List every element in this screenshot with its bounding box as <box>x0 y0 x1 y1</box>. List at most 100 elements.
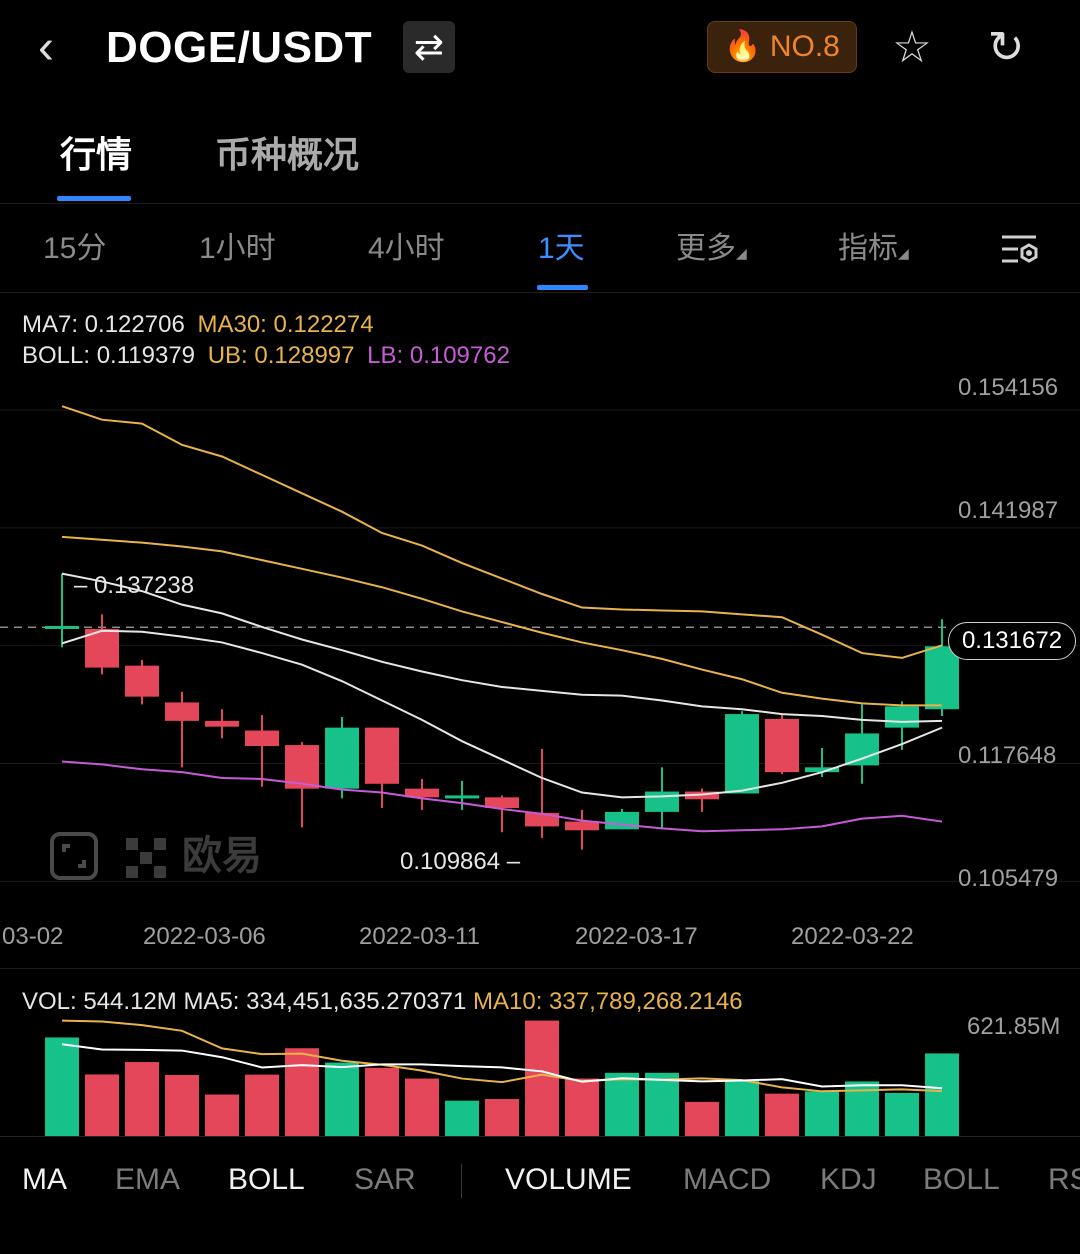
interval-15m[interactable]: 15分 <box>43 232 107 265</box>
pair-title[interactable]: DOGE/USDT <box>106 23 373 72</box>
tab-coin-overview[interactable]: 币种概况 <box>215 134 360 175</box>
volume-bar <box>365 1067 399 1136</box>
indicator-sar[interactable]: SAR <box>354 1163 416 1196</box>
price-chart[interactable] <box>0 380 1080 900</box>
expand-icon[interactable] <box>50 832 98 880</box>
volume-ma-line-vol_ma10 <box>61 1019 943 1093</box>
price-axis-label: 0.117648 <box>958 742 1057 769</box>
candle-body <box>285 745 319 789</box>
divider <box>0 1136 1080 1137</box>
indicator-kdj[interactable]: KDJ <box>820 1163 877 1196</box>
boll-legend: BOLL: 0.119379 UB: 0.128997 LB: 0.109762 <box>22 341 510 371</box>
candle-body <box>845 733 879 766</box>
divider <box>0 203 1080 204</box>
volume-bar <box>405 1078 439 1136</box>
rank-badge[interactable]: 🔥 NO.8 <box>707 21 857 73</box>
date-axis-label: 2022-03-11 <box>359 923 480 950</box>
date-axis-label: 2022-03-17 <box>575 923 698 950</box>
indicator-boll-sub[interactable]: BOLL <box>923 1163 1000 1196</box>
interval-more-label: 更多 <box>676 232 736 265</box>
interval-1d[interactable]: 1天 <box>538 232 585 265</box>
volume-bar <box>565 1078 599 1136</box>
candle-body <box>885 706 919 728</box>
volume-bar <box>925 1053 959 1136</box>
candle-body <box>645 791 679 812</box>
volume-chart[interactable] <box>0 1010 1080 1136</box>
volume-ma-line-vol_ma5 <box>61 1043 943 1090</box>
volume-bar <box>685 1101 719 1136</box>
ma30-value: MA30: 0.122274 <box>197 311 374 338</box>
ma-legend: MA7: 0.122706 MA30: 0.122274 <box>22 310 374 340</box>
divider <box>0 292 1080 293</box>
candle-body <box>725 714 759 794</box>
indicator-line-ma_yellow_2 <box>61 535 942 707</box>
price-axis-label: 0.154156 <box>958 374 1059 401</box>
indicator-ema[interactable]: EMA <box>115 1163 181 1196</box>
candle-body <box>925 646 959 710</box>
chevron-left-icon[interactable]: ‹ <box>38 21 54 74</box>
current-price-tag: 0.131672 <box>948 622 1076 660</box>
candle-body <box>565 821 599 831</box>
indicator-line-ma30_ub <box>61 405 943 659</box>
candle-body <box>325 727 359 789</box>
rank-label: NO.8 <box>769 30 840 63</box>
indicator-separator <box>461 1164 462 1198</box>
tab-market[interactable]: 行情 <box>60 134 133 175</box>
volume-ma10-value: MA10: 337,789,268.2146 <box>473 988 743 1015</box>
volume-bar <box>45 1037 79 1136</box>
candle-body <box>485 797 519 809</box>
volume-bar <box>645 1072 679 1136</box>
volume-bar <box>605 1072 639 1136</box>
candle-body <box>765 718 799 773</box>
low-price-value: 0.109864 <box>400 848 501 875</box>
date-axis-label: 2022-03-22 <box>791 923 914 950</box>
volume-bar <box>765 1093 799 1136</box>
indicator-boll-main[interactable]: BOLL <box>228 1163 305 1196</box>
volume-bar <box>285 1048 319 1136</box>
interval-1h[interactable]: 1小时 <box>199 232 276 265</box>
indicator-line-boll_lb <box>61 760 943 833</box>
marker-dash: – <box>74 572 95 599</box>
candle-body <box>205 720 239 727</box>
okx-logo-icon <box>126 838 166 878</box>
indicator-line-ma7_white <box>61 572 943 723</box>
volume-bar <box>805 1091 839 1136</box>
date-axis-label: 2022-03-06 <box>143 923 266 950</box>
indicator-volume[interactable]: VOLUME <box>505 1163 632 1196</box>
interval-4h[interactable]: 4小时 <box>368 232 445 265</box>
swap-arrows-icon[interactable]: ⇄ <box>403 21 455 73</box>
chart-settings-icon[interactable] <box>1000 232 1040 268</box>
boll-value: BOLL: 0.119379 <box>22 342 196 369</box>
candle-body <box>165 702 199 721</box>
volume-bar <box>245 1074 279 1136</box>
date-axis-label: 03-02 <box>2 923 64 950</box>
candle-body <box>605 811 639 830</box>
price-axis-label: 0.141987 <box>958 497 1059 524</box>
volume-bar <box>205 1094 239 1136</box>
low-price-marker: 0.109864 – <box>400 847 520 877</box>
indicator-ma[interactable]: MA <box>22 1163 67 1196</box>
candle-body <box>445 795 479 799</box>
boll-lb-value: LB: 0.109762 <box>367 342 510 369</box>
indicator-macd[interactable]: MACD <box>683 1163 772 1196</box>
high-price-value: 0.137238 <box>94 572 195 599</box>
candle-body <box>245 730 279 747</box>
volume-bar <box>725 1079 759 1136</box>
indicator-rsi[interactable]: RS <box>1048 1163 1080 1196</box>
caret-icon: ◢ <box>898 245 909 261</box>
volume-bar <box>485 1099 519 1136</box>
candle-body <box>805 767 839 773</box>
volume-bar <box>165 1074 199 1136</box>
interval-more[interactable]: 更多◢ <box>676 228 747 274</box>
candle-body <box>365 727 399 784</box>
indicator-menu[interactable]: 指标◢ <box>838 228 909 274</box>
volume-bar <box>445 1100 479 1136</box>
ma7-value: MA7: 0.122706 <box>22 311 185 338</box>
volume-value: VOL: 544.12M <box>22 988 177 1015</box>
star-icon[interactable]: ☆ <box>892 23 932 72</box>
tab-active-indicator <box>57 196 131 201</box>
high-price-marker: – 0.137238 <box>74 571 194 601</box>
indicator-menu-label: 指标 <box>838 232 898 265</box>
volume-axis-max: 621.85M <box>967 1013 1061 1040</box>
refresh-icon[interactable]: ↻ <box>987 23 1025 72</box>
